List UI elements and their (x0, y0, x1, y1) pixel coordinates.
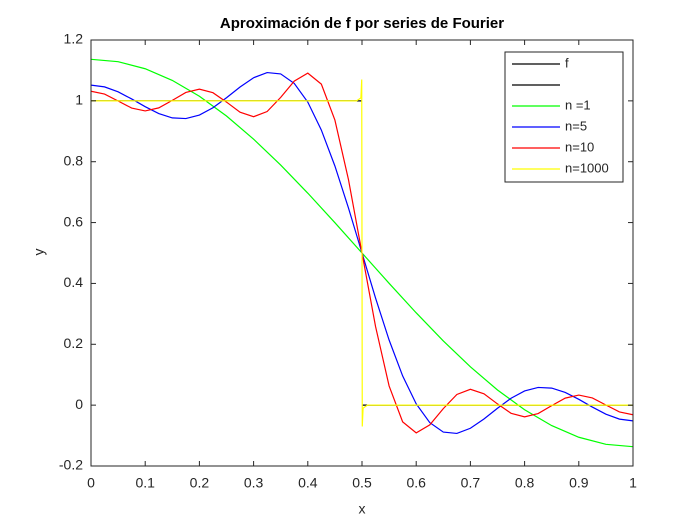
x-tick-label: 0.7 (461, 475, 481, 491)
y-tick-label: 0.4 (64, 274, 84, 290)
legend-label: f (565, 55, 569, 70)
legend: f n =1 n=5 n=10 n=1000 (504, 51, 624, 183)
x-tick-label: 0.8 (515, 475, 535, 491)
legend-box (504, 51, 624, 183)
y-tick-label: 0.6 (64, 213, 84, 229)
y-tick-label: 1.2 (64, 31, 84, 47)
y-tick-label: 1 (75, 92, 83, 108)
x-tick-label: 0.1 (135, 475, 155, 491)
x-tick-label: 0.2 (190, 475, 210, 491)
y-tick-label: -0.2 (59, 457, 83, 473)
series-line (91, 79, 633, 427)
lines (91, 58, 633, 448)
x-axis-label: x (359, 501, 366, 517)
x-tick-label: 1 (629, 475, 637, 491)
y-tick-label: 0.2 (64, 335, 84, 351)
x-tick-label: 0.6 (406, 475, 426, 491)
legend-label: n=5 (565, 118, 587, 133)
legend-label: n=1000 (565, 160, 609, 175)
x-tick-label: 0.4 (298, 475, 318, 491)
y-axis-label: y (31, 249, 47, 256)
chart-title: Aproximación de f por series de Fourier (220, 15, 504, 32)
x-tick-label: 0.5 (352, 475, 372, 491)
x-tick-label: 0.9 (569, 475, 589, 491)
x-tick-label: 0.3 (244, 475, 264, 491)
y-tick-label: 0 (75, 396, 83, 412)
legend-label: n =1 (565, 97, 591, 112)
y-tick-label: 0.8 (64, 152, 84, 168)
legend-label: n=10 (565, 139, 594, 154)
x-tick-label: 0 (87, 475, 95, 491)
